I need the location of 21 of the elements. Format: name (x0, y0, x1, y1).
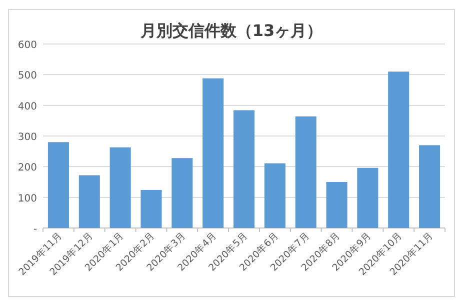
bar (202, 78, 224, 228)
bar (172, 158, 193, 228)
bar (295, 116, 316, 228)
bar (264, 163, 286, 228)
bar (48, 142, 69, 228)
y-tick-label: - (33, 224, 38, 235)
bar (233, 110, 255, 228)
y-tick-label: 400 (18, 101, 37, 112)
bar (357, 168, 378, 228)
y-tick-label: 600 (18, 40, 37, 51)
chart-title: 月別交信件数（13ヶ月） (139, 21, 323, 40)
y-tick-label: 200 (18, 162, 37, 174)
bar (78, 175, 100, 228)
bar (388, 72, 410, 228)
y-tick-label: 300 (18, 132, 37, 143)
bar (140, 190, 162, 228)
bar (326, 182, 348, 228)
y-tick-label: 100 (18, 193, 37, 204)
bar (419, 145, 440, 228)
bar (110, 147, 131, 228)
y-tick-label: 500 (18, 70, 37, 82)
